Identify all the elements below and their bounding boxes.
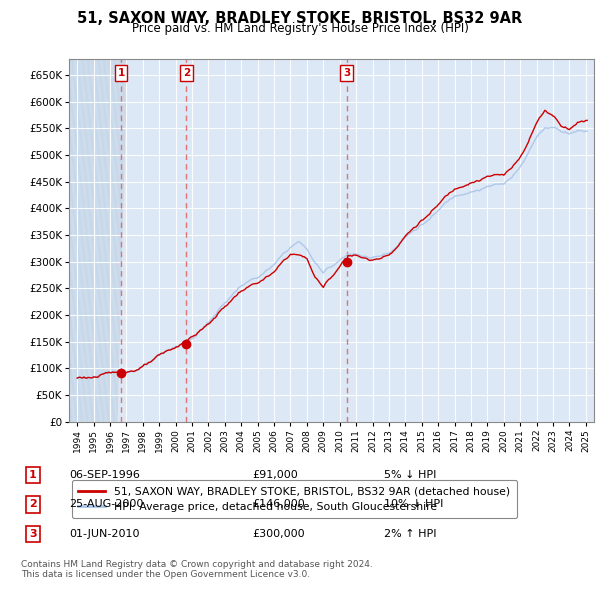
Text: 1: 1 [118,68,125,78]
Text: 51, SAXON WAY, BRADLEY STOKE, BRISTOL, BS32 9AR: 51, SAXON WAY, BRADLEY STOKE, BRISTOL, B… [77,11,523,25]
Text: 01-JUN-2010: 01-JUN-2010 [69,529,139,539]
Text: 2: 2 [182,68,190,78]
Text: 3: 3 [29,529,37,539]
Text: £91,000: £91,000 [252,470,298,480]
Text: 5% ↓ HPI: 5% ↓ HPI [384,470,436,480]
Text: This data is licensed under the Open Government Licence v3.0.: This data is licensed under the Open Gov… [21,571,310,579]
Text: 3: 3 [343,68,350,78]
Text: 06-SEP-1996: 06-SEP-1996 [69,470,140,480]
Text: 1: 1 [29,470,37,480]
Legend: 51, SAXON WAY, BRADLEY STOKE, BRISTOL, BS32 9AR (detached house), HPI: Average p: 51, SAXON WAY, BRADLEY STOKE, BRISTOL, B… [72,480,517,518]
Text: £300,000: £300,000 [252,529,305,539]
FancyBboxPatch shape [69,59,77,422]
Text: 2: 2 [29,500,37,509]
Text: 25-AUG-2000: 25-AUG-2000 [69,500,143,509]
Text: Contains HM Land Registry data © Crown copyright and database right 2024.: Contains HM Land Registry data © Crown c… [21,560,373,569]
Text: 2% ↑ HPI: 2% ↑ HPI [384,529,437,539]
Text: £146,000: £146,000 [252,500,305,509]
Text: 10% ↓ HPI: 10% ↓ HPI [384,500,443,509]
Text: Price paid vs. HM Land Registry's House Price Index (HPI): Price paid vs. HM Land Registry's House … [131,22,469,35]
